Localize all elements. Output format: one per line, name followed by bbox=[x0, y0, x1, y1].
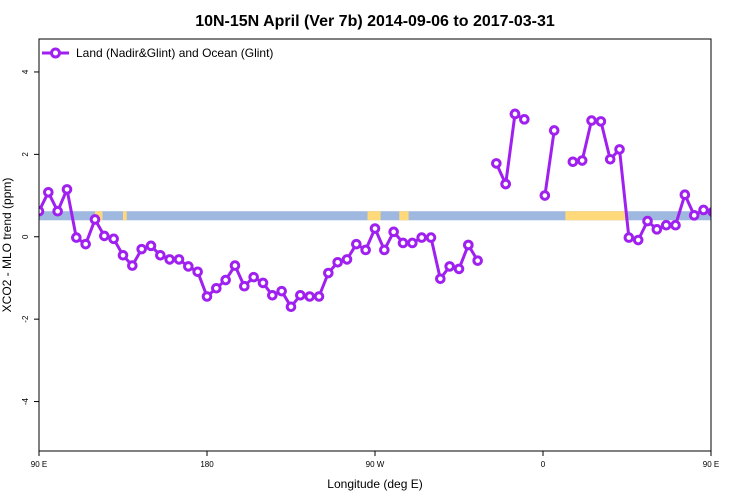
y-tick-label: 0 bbox=[21, 234, 30, 239]
data-point bbox=[304, 291, 315, 302]
legend: Land (Nadir&Glint) and Ocean (Glint) bbox=[42, 46, 273, 60]
chart-title: 10N-15N April (Ver 7b) 2014-09-06 to 201… bbox=[195, 13, 555, 30]
data-point bbox=[472, 255, 483, 266]
legend-marker bbox=[50, 47, 61, 59]
data-point bbox=[670, 219, 681, 231]
data-point bbox=[61, 184, 73, 195]
land-band-segment bbox=[741, 211, 750, 220]
data-point bbox=[698, 204, 709, 216]
data-point bbox=[99, 230, 110, 242]
y-tick-label: -2 bbox=[21, 315, 30, 323]
data-point bbox=[586, 115, 597, 126]
data-point bbox=[341, 254, 353, 265]
data-point bbox=[595, 116, 607, 127]
y-tick-label: -4 bbox=[21, 397, 30, 405]
x-axis-label: Longitude (deg E) bbox=[327, 477, 422, 491]
data-point bbox=[127, 260, 138, 271]
data-point bbox=[746, 234, 750, 242]
data-point bbox=[229, 260, 241, 271]
data-point bbox=[660, 219, 672, 231]
data-point bbox=[80, 238, 91, 250]
data-point bbox=[155, 250, 166, 261]
data-point bbox=[192, 266, 203, 278]
data-point bbox=[211, 282, 222, 294]
land-band-segment bbox=[367, 211, 381, 221]
data-point bbox=[117, 250, 129, 261]
data-point bbox=[108, 233, 119, 245]
data-point bbox=[407, 237, 418, 249]
data-point bbox=[43, 186, 54, 198]
x-tick-label: 180 bbox=[200, 460, 214, 469]
series-line bbox=[504, 113, 517, 185]
data-point bbox=[491, 158, 502, 169]
data-point bbox=[52, 205, 63, 217]
data-point bbox=[463, 239, 474, 251]
data-point bbox=[276, 285, 287, 297]
data-point bbox=[379, 244, 390, 256]
data-point bbox=[509, 108, 521, 120]
data-point bbox=[737, 186, 745, 194]
data-point bbox=[388, 226, 399, 238]
data-point bbox=[248, 271, 259, 283]
data-point bbox=[519, 114, 530, 125]
data-point bbox=[642, 215, 653, 227]
data-point bbox=[136, 243, 147, 255]
data-point bbox=[295, 289, 306, 301]
data-point bbox=[267, 289, 278, 301]
data-point bbox=[435, 273, 446, 285]
data-point bbox=[567, 156, 579, 168]
data-point bbox=[548, 125, 560, 136]
land-band-segment bbox=[399, 211, 409, 221]
data-point bbox=[164, 254, 175, 265]
data-point bbox=[89, 214, 101, 225]
data-point bbox=[576, 155, 588, 166]
x-tick-label: 90 W bbox=[366, 460, 385, 469]
data-point bbox=[313, 291, 325, 302]
y-axis-label: XCO2 - MLO trend (ppm) bbox=[0, 178, 14, 313]
series-line bbox=[572, 119, 711, 242]
x-tick-label: 0 bbox=[541, 460, 546, 469]
data-point bbox=[145, 240, 157, 252]
data-point bbox=[651, 224, 663, 235]
data-point bbox=[369, 223, 381, 234]
data-point bbox=[688, 210, 700, 221]
data-point bbox=[397, 237, 409, 249]
data-point bbox=[623, 232, 635, 243]
legend-entry: Land (Nadir&Glint) and Ocean (Glint) bbox=[76, 46, 273, 60]
data-point bbox=[323, 267, 334, 279]
data-point bbox=[728, 207, 736, 215]
data-point bbox=[285, 301, 297, 313]
data-point bbox=[539, 190, 551, 201]
data-point bbox=[183, 261, 194, 272]
data-point bbox=[444, 261, 455, 272]
x-tick-label: 90 E bbox=[31, 460, 47, 469]
data-point bbox=[425, 232, 437, 243]
data-point bbox=[351, 238, 362, 250]
data-point bbox=[360, 244, 371, 256]
data-point bbox=[604, 154, 616, 165]
data-point bbox=[239, 280, 250, 292]
data-point bbox=[416, 232, 427, 243]
data-point bbox=[614, 144, 625, 155]
land-band-segment bbox=[565, 211, 626, 221]
data-point bbox=[718, 188, 726, 196]
data-point bbox=[220, 274, 231, 286]
data-point bbox=[500, 178, 511, 190]
data-point bbox=[173, 254, 185, 265]
y-tick-label: 4 bbox=[21, 69, 30, 74]
series-line bbox=[543, 130, 556, 196]
data-point bbox=[679, 189, 691, 201]
data-point bbox=[453, 263, 465, 275]
data-point bbox=[201, 291, 213, 302]
data-point bbox=[332, 257, 343, 268]
data-point bbox=[707, 207, 711, 217]
data-point bbox=[257, 277, 269, 289]
data-point bbox=[71, 232, 82, 243]
data-point bbox=[632, 234, 644, 246]
x-tick-label: 90 E bbox=[703, 460, 719, 469]
land-band-segment bbox=[123, 211, 127, 221]
y-tick-label: 2 bbox=[21, 152, 30, 157]
